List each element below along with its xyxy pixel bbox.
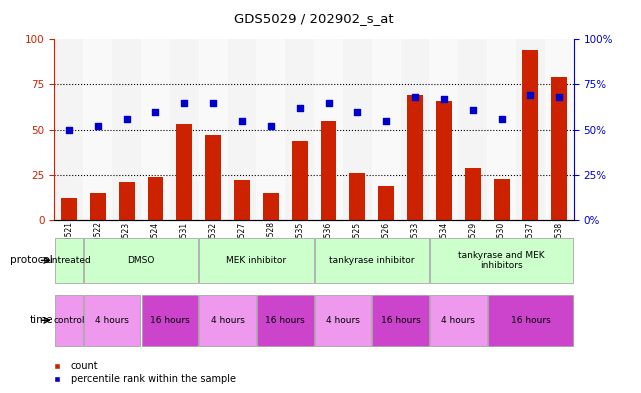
Bar: [292, 141, 308, 220]
Bar: [487, 39, 516, 220]
Text: untreated: untreated: [47, 256, 91, 265]
Bar: [436, 101, 452, 220]
Bar: [430, 295, 487, 345]
Text: 16 hours: 16 hours: [381, 316, 420, 325]
Bar: [84, 295, 140, 345]
Bar: [458, 39, 487, 220]
Text: 4 hours: 4 hours: [96, 316, 129, 325]
Text: 4 hours: 4 hours: [442, 316, 475, 325]
Bar: [315, 238, 429, 283]
Bar: [343, 39, 372, 220]
Point: [324, 99, 334, 106]
Bar: [199, 238, 313, 283]
Bar: [315, 295, 371, 345]
Bar: [205, 135, 221, 220]
Bar: [430, 238, 573, 283]
Text: 16 hours: 16 hours: [150, 316, 190, 325]
Point: [526, 92, 536, 99]
Text: 4 hours: 4 hours: [326, 316, 360, 325]
Text: protocol: protocol: [10, 255, 53, 265]
Bar: [314, 39, 343, 220]
Bar: [263, 193, 279, 220]
Point: [439, 96, 449, 102]
Bar: [285, 39, 314, 220]
Bar: [141, 39, 170, 220]
Point: [265, 123, 276, 129]
Legend: count, percentile rank within the sample: count, percentile rank within the sample: [44, 358, 240, 388]
Point: [237, 118, 247, 124]
Bar: [401, 39, 429, 220]
Bar: [55, 295, 83, 345]
Bar: [320, 121, 337, 220]
Text: DMSO: DMSO: [128, 256, 154, 265]
Bar: [112, 39, 141, 220]
Point: [93, 123, 103, 129]
Bar: [378, 186, 394, 220]
Point: [122, 116, 132, 122]
Bar: [349, 173, 365, 220]
Text: control: control: [53, 316, 85, 325]
Bar: [465, 168, 481, 220]
Point: [468, 107, 478, 113]
Bar: [551, 77, 567, 220]
Bar: [147, 177, 163, 220]
Point: [179, 99, 190, 106]
Point: [410, 94, 420, 100]
Text: 16 hours: 16 hours: [265, 316, 305, 325]
Bar: [54, 39, 83, 220]
Text: MEK inhibitor: MEK inhibitor: [226, 256, 287, 265]
Bar: [176, 124, 192, 220]
Bar: [372, 295, 429, 345]
Text: tankyrase and MEK
inhibitors: tankyrase and MEK inhibitors: [458, 251, 545, 270]
Point: [554, 94, 565, 100]
Bar: [234, 180, 250, 220]
Bar: [494, 178, 510, 220]
Bar: [199, 39, 228, 220]
Text: 4 hours: 4 hours: [211, 316, 244, 325]
Bar: [199, 295, 256, 345]
Text: tankyrase inhibitor: tankyrase inhibitor: [329, 256, 415, 265]
Bar: [228, 39, 256, 220]
Bar: [516, 39, 545, 220]
Bar: [256, 39, 285, 220]
Point: [295, 105, 305, 111]
Bar: [257, 295, 313, 345]
Bar: [407, 95, 423, 220]
Bar: [522, 50, 538, 220]
Bar: [119, 182, 135, 220]
Bar: [170, 39, 199, 220]
Point: [208, 99, 218, 106]
Bar: [545, 39, 574, 220]
Bar: [84, 238, 198, 283]
Bar: [372, 39, 401, 220]
Point: [496, 116, 506, 122]
Point: [353, 108, 363, 115]
Point: [64, 127, 74, 133]
Text: time: time: [29, 315, 53, 325]
Bar: [488, 295, 573, 345]
Point: [381, 118, 391, 124]
Text: GDS5029 / 202902_s_at: GDS5029 / 202902_s_at: [234, 12, 394, 25]
Bar: [61, 198, 77, 220]
Bar: [429, 39, 458, 220]
Bar: [83, 39, 112, 220]
Point: [150, 108, 160, 115]
Bar: [90, 193, 106, 220]
Bar: [142, 295, 198, 345]
Text: 16 hours: 16 hours: [510, 316, 551, 325]
Bar: [55, 238, 83, 283]
